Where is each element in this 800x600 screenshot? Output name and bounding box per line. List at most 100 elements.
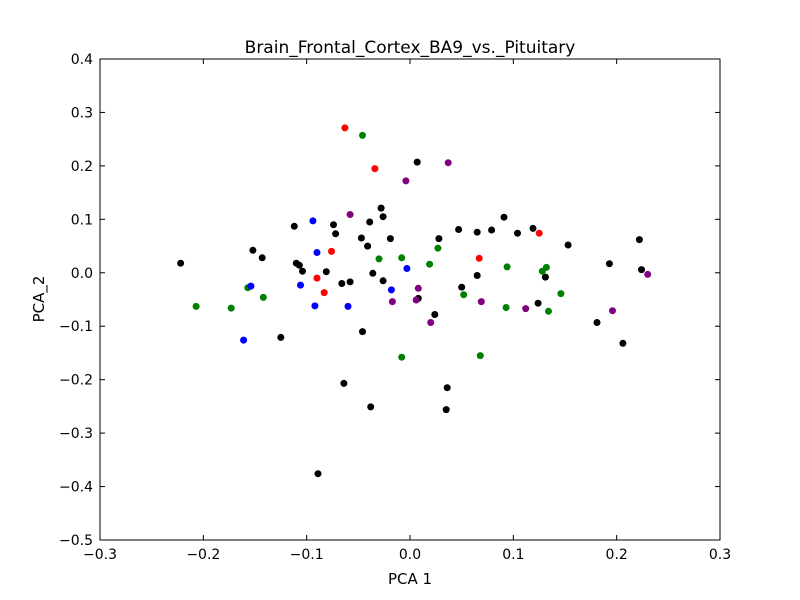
data-point [177,259,185,267]
y-tick-label: −0.2 [59,373,93,389]
data-point [473,272,481,279]
y-tick-label: 0.1 [71,212,93,228]
x-axis-title: PCA 1 [388,570,432,588]
data-point [605,260,613,268]
data-point [460,291,468,299]
data-point [359,131,366,139]
y-tick-label: 0.4 [71,52,93,68]
data-point [359,328,366,336]
data-point [377,204,385,212]
data-point [258,254,266,262]
data-point [371,165,379,173]
data-point [375,255,383,263]
data-point [593,319,601,326]
plot-area-frame [99,58,721,541]
data-point [311,302,319,310]
x-tick-label: 0.0 [399,547,421,563]
data-point [366,218,374,226]
y-axis: −0.5 −0.4 −0.3 −0.2 −0.1 0.0 0.1 0.2 0.3 0.4 [59,52,720,549]
x-tick-label: 0.3 [709,547,731,563]
data-point [403,265,411,272]
data-point [379,277,387,285]
data-point [297,281,304,289]
data-point [434,244,442,252]
y-tick-label: 0.3 [71,105,93,121]
data-point [341,124,349,132]
data-point [638,266,645,274]
x-tick-label: −0.1 [290,547,324,563]
data-point [338,280,346,287]
data-point [332,230,340,238]
y-tick-label: −0.4 [59,480,93,496]
y-tick-label: 0.0 [71,266,93,282]
data-point [541,273,549,281]
data-point [635,236,643,244]
data-point [277,333,285,341]
data-point [330,221,337,229]
data-point [398,353,406,361]
data-point [535,229,543,237]
data-point [227,304,235,312]
data-point [542,263,550,271]
data-point [545,307,552,315]
data-point [557,290,565,298]
data-point [564,241,572,249]
x-tick-label: 0.2 [606,547,628,563]
y-tick-label: −0.1 [59,319,93,335]
data-point [367,403,375,411]
data-point [534,299,542,307]
data-point [314,470,322,478]
data-point [443,384,451,392]
data-point [290,222,298,230]
data-point [387,286,395,294]
data-point [503,263,511,271]
data-point [431,311,439,318]
y-tick-label: −0.3 [59,426,93,442]
data-point [644,270,652,278]
x-axis: −0.3 −0.2 −0.1 0.0 0.1 0.2 0.3 [83,59,731,563]
data-point [476,352,484,360]
data-point [320,289,328,297]
data-point [522,305,530,313]
data-point [477,298,485,306]
data-point [402,177,410,185]
data-point [442,406,450,414]
data-point [340,379,348,387]
y-tick-label: −0.5 [59,533,93,549]
data-point [295,261,303,269]
data-point [475,254,483,262]
data-point [398,254,406,262]
data-point [444,159,452,167]
data-point [247,282,255,290]
data-point [299,267,306,275]
data-point [413,158,421,166]
data-point [500,213,508,221]
data-point [249,246,257,254]
data-point [427,319,435,326]
data-point [529,224,537,232]
data-point [388,298,396,306]
data-point [502,304,510,311]
x-tick-label: −0.2 [186,547,220,563]
data-point [379,213,387,221]
x-tick-label: 0.1 [502,547,524,563]
data-point [240,336,248,344]
data-point [313,249,321,256]
data-point [609,307,616,315]
data-point [309,217,317,225]
data-point [386,235,394,243]
data-point [488,226,496,234]
data-point [322,268,330,276]
data-point [344,302,352,310]
data-point [473,228,481,236]
data-point [435,235,443,243]
data-point [455,226,463,233]
data-point [369,269,377,277]
x-tick-label: −0.3 [83,547,117,563]
data-point [412,296,420,304]
chart-title: Brain_Frontal_Cortex_BA9_vs._Pituitary [245,38,576,58]
data-point [346,211,354,218]
data-point [346,278,354,286]
data-point [414,284,422,292]
